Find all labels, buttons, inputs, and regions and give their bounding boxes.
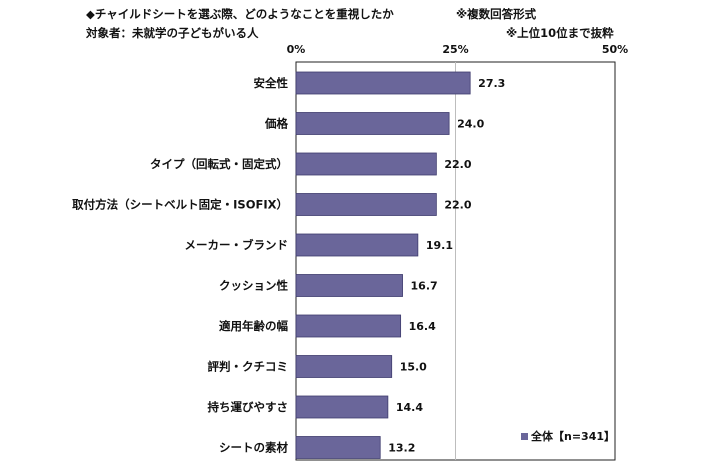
legend-swatch bbox=[521, 433, 528, 440]
category-label: メーカー・ブランド bbox=[185, 238, 289, 252]
value-label: 15.0 bbox=[400, 361, 427, 374]
category-label: シートの素材 bbox=[219, 441, 288, 455]
bar bbox=[295, 233, 419, 257]
value-label: 22.0 bbox=[444, 199, 471, 212]
category-label: 持ち運びやすさ bbox=[208, 400, 289, 414]
value-label: 16.7 bbox=[411, 280, 438, 293]
category-label: 安全性 bbox=[254, 76, 289, 90]
top10-note: ※上位10位まで抜粋 bbox=[506, 26, 614, 40]
legend-label: 全体【n=341】 bbox=[530, 429, 615, 443]
bar bbox=[295, 314, 402, 338]
value-label: 16.4 bbox=[409, 320, 436, 333]
value-label: 14.4 bbox=[396, 401, 423, 414]
category-label: 評判・クチコミ bbox=[208, 360, 289, 374]
bar bbox=[295, 71, 471, 95]
chart-title: ◆チャイルドシートを選ぶ際、どのようなことを重視したか bbox=[86, 7, 394, 21]
bar bbox=[295, 274, 403, 297]
category-label: 価格 bbox=[264, 117, 288, 131]
value-label: 22.0 bbox=[444, 158, 471, 171]
category-label: クッション性 bbox=[219, 279, 288, 293]
subject-label: 対象者：未就学の子どもがいる人 bbox=[86, 26, 259, 40]
bar bbox=[295, 355, 393, 378]
x-tick-label: 25% bbox=[442, 43, 468, 56]
x-tick-label: 50% bbox=[602, 43, 628, 56]
bar bbox=[295, 152, 437, 176]
category-label: タイプ（回転式・固定式） bbox=[150, 157, 288, 171]
value-label: 27.3 bbox=[478, 77, 505, 90]
category-label: 適用年齢の幅 bbox=[219, 319, 288, 333]
value-label: 13.2 bbox=[388, 442, 415, 455]
bar bbox=[295, 193, 437, 216]
value-label: 19.1 bbox=[426, 239, 453, 252]
category-label: 取付方法（シートベルト固定・ISOFIX） bbox=[72, 198, 288, 212]
bar bbox=[295, 436, 381, 459]
value-label: 24.0 bbox=[457, 118, 484, 131]
bar bbox=[295, 112, 450, 135]
bar bbox=[295, 395, 389, 419]
answer-format-note: ※複数回答形式 bbox=[456, 7, 537, 21]
x-tick-label: 0% bbox=[287, 43, 306, 56]
